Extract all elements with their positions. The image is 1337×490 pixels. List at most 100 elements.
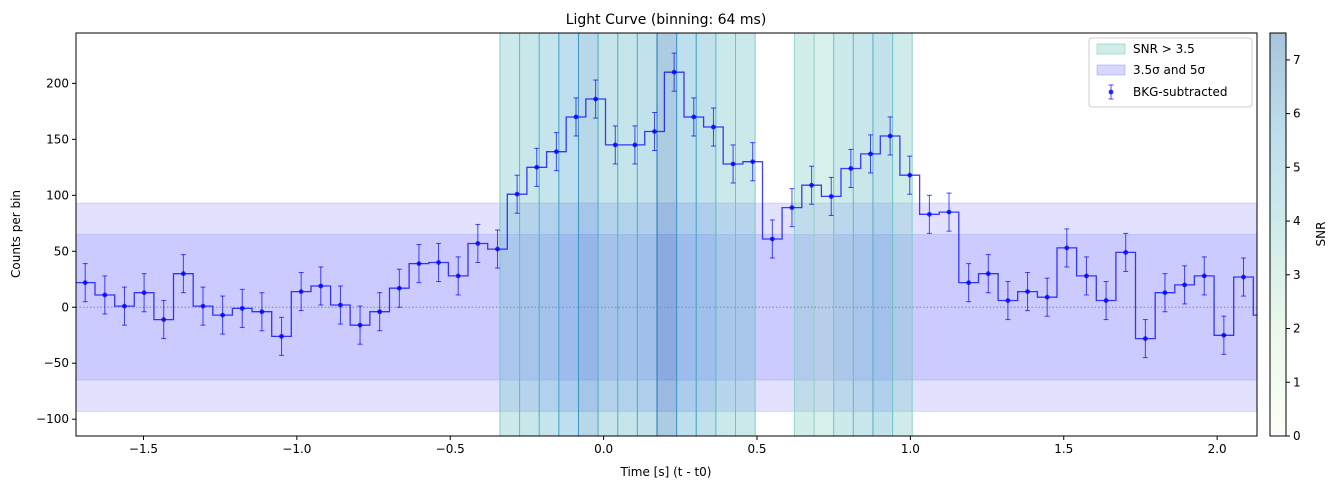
legend-swatch-snr <box>1096 43 1126 55</box>
x-tick-label: 0.5 <box>747 442 766 456</box>
snr-region-3 <box>558 33 579 436</box>
data-point-6 <box>200 286 206 326</box>
marker <box>828 194 834 199</box>
x-tick-label: −1.5 <box>129 442 158 456</box>
marker <box>711 124 716 130</box>
colorbar-tick-label: 4 <box>1293 214 1301 228</box>
data-point-13 <box>337 285 343 325</box>
colorbar-label: SNR <box>1314 222 1328 247</box>
marker <box>141 290 147 296</box>
data-point-38 <box>828 176 834 216</box>
legend-label-snr: SNR > 3.5 <box>1133 42 1195 56</box>
data-point-12 <box>318 266 324 306</box>
marker <box>1142 336 1148 342</box>
data-point-11 <box>298 272 304 312</box>
data-point-53 <box>1123 232 1129 272</box>
marker <box>436 260 441 265</box>
data-point-37 <box>809 165 815 205</box>
colorbar-tick-label: 0 <box>1293 429 1301 443</box>
data-point-18 <box>436 242 442 283</box>
step-curve <box>76 71 1257 340</box>
marker <box>1241 274 1246 280</box>
legend-label-bkg: BKG-subtracted <box>1133 85 1228 99</box>
snr-region-13 <box>793 33 815 436</box>
data-point-1 <box>102 275 108 315</box>
data-point-36 <box>789 188 795 228</box>
data-point-24 <box>553 132 559 172</box>
marker <box>416 261 422 267</box>
snr-region-15 <box>833 33 854 436</box>
legend-marker <box>1108 89 1114 95</box>
marker <box>1025 289 1030 294</box>
snr-region-12 <box>735 33 756 436</box>
marker <box>495 246 500 252</box>
data-point-51 <box>1083 256 1089 296</box>
marker <box>1261 313 1266 318</box>
plot-area <box>76 33 1266 436</box>
data-point-47 <box>1005 281 1011 321</box>
marker <box>652 129 657 134</box>
data-point-23 <box>534 147 540 187</box>
marker <box>966 280 972 286</box>
data-point-41 <box>887 116 893 156</box>
marker <box>848 166 854 171</box>
marker <box>612 142 618 148</box>
data-point-32 <box>710 107 716 147</box>
y-axis-label: Counts per bin <box>9 190 23 278</box>
data-point-45 <box>966 263 972 303</box>
colorbar-tick-label: 2 <box>1293 322 1301 336</box>
data-point-30 <box>671 52 677 92</box>
marker <box>318 283 324 289</box>
data-point-7 <box>220 295 226 335</box>
snr-region-9 <box>676 33 697 436</box>
data-point-2 <box>121 286 127 326</box>
y-tick-label: 150 <box>46 132 69 146</box>
marker <box>809 182 814 188</box>
marker <box>946 209 952 215</box>
marker <box>455 273 461 279</box>
data-point-19 <box>455 256 461 296</box>
data-point-52 <box>1103 281 1109 321</box>
marker <box>750 159 756 165</box>
x-tick-label: 2.0 <box>1208 442 1227 456</box>
marker <box>298 289 304 294</box>
marker <box>593 96 599 102</box>
data-point-57 <box>1201 256 1207 296</box>
marker <box>534 164 540 170</box>
data-point-43 <box>926 194 932 234</box>
data-point-54 <box>1142 319 1148 359</box>
marker <box>338 302 343 308</box>
colorbar-tick-label: 5 <box>1293 160 1301 174</box>
data-point-5 <box>180 254 186 294</box>
marker <box>1201 273 1207 279</box>
marker <box>377 309 383 315</box>
marker <box>632 142 638 148</box>
y-tick-label: 100 <box>46 188 69 202</box>
data-point-21 <box>494 229 500 269</box>
marker <box>180 271 186 277</box>
colorbar <box>1269 32 1287 437</box>
marker <box>1123 250 1129 255</box>
marker <box>907 172 913 178</box>
snr-region-10 <box>695 33 717 436</box>
snr-region-7 <box>636 33 658 436</box>
legend-box <box>1088 37 1253 108</box>
data-point-26 <box>593 79 599 119</box>
data-point-3 <box>141 273 147 313</box>
data-point-14 <box>357 305 363 345</box>
snr-region-16 <box>852 33 874 436</box>
snr-region-5 <box>597 33 619 436</box>
data-point-50 <box>1064 228 1070 268</box>
data-point-60 <box>1261 296 1266 334</box>
data-point-28 <box>632 125 638 165</box>
data-point-17 <box>416 244 422 284</box>
marker <box>1005 298 1011 303</box>
data-point-16 <box>396 268 402 308</box>
colorbar-tick-label: 6 <box>1293 107 1301 121</box>
marker <box>475 241 481 246</box>
snr-region-6 <box>617 33 638 436</box>
marker <box>1044 294 1050 300</box>
snr-region-0 <box>499 33 521 436</box>
marker <box>220 312 226 318</box>
snr-region-14 <box>813 33 835 436</box>
